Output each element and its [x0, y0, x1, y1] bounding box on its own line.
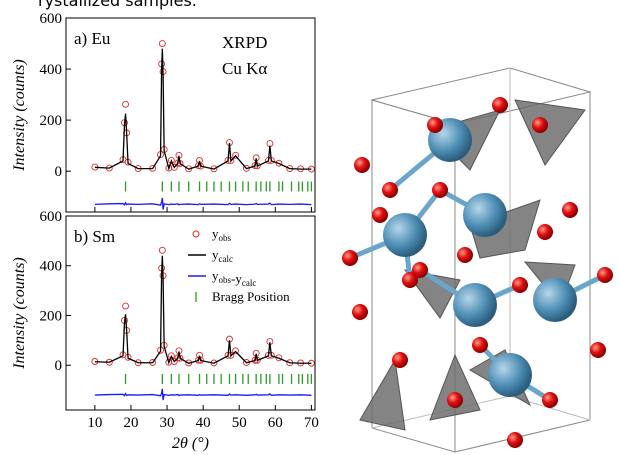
x-tick-label: 50: [232, 415, 247, 431]
crystal-structure: [342, 68, 613, 452]
x-tick-label: 20: [123, 415, 138, 431]
x-axis-label: 2θ (°): [172, 435, 209, 452]
panel: 0 200 400 600 10 20 30 40 50 60 70 Intensity (count…: [11, 209, 319, 452]
y-tick-label: 0: [55, 358, 63, 374]
y-tick-label: 200: [40, 113, 63, 129]
y-axis-label: Intensity (counts): [11, 59, 28, 172]
y-tick-label: 600: [40, 11, 63, 27]
x-tick-label: 40: [196, 415, 211, 431]
y-tick-label: 0: [55, 164, 63, 180]
panel: 0 200 400 600 Intensity (counts) a) Eu XRPD Cu …: [11, 11, 315, 212]
series-line: [95, 256, 312, 363]
y-tick-label: 400: [40, 259, 63, 275]
page: rystallized samples. 0200400600Intensity…: [0, 0, 619, 455]
series-line: [95, 389, 312, 400]
obs-point: [123, 101, 129, 107]
legend-label: ycalc: [212, 247, 233, 264]
annotation: Cu Kα: [222, 59, 267, 78]
caption: rystallized samples.: [38, 0, 197, 10]
y-tick-label: 200: [40, 308, 63, 324]
legend-label: Bragg Position: [212, 289, 290, 304]
obs-point: [123, 303, 129, 309]
obs-point: [159, 41, 165, 47]
legend-label: yobs-ycalc: [212, 268, 256, 288]
y-axis-label: Intensity (counts): [11, 257, 28, 370]
x-tick-label: 60: [268, 415, 283, 431]
series-line: [95, 49, 312, 169]
y-tick-label: 400: [40, 62, 63, 78]
panel-label: a) Eu: [74, 29, 111, 48]
legend-label: yobs: [212, 226, 232, 243]
legend-swatch: [193, 231, 199, 237]
x-tick-label: 30: [160, 415, 175, 431]
x-tick-label: 10: [87, 415, 102, 431]
annotation: XRPD: [222, 33, 267, 52]
y-tick-label: 600: [40, 209, 63, 225]
x-tick-label: 70: [304, 415, 319, 431]
panel-label: b) Sm: [74, 227, 115, 246]
obs-point: [159, 247, 165, 253]
figure: rystallized samples. 0200400600Intensity…: [0, 0, 619, 455]
